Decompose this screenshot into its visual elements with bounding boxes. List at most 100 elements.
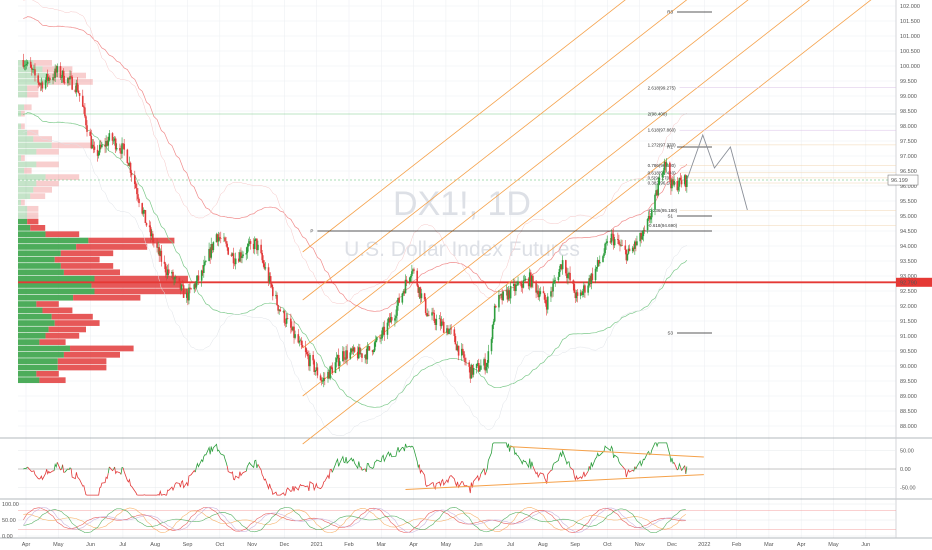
candle-body	[276, 294, 278, 306]
ref-price-tag[interactable]	[896, 277, 932, 287]
candle-body	[366, 346, 369, 360]
candle-body	[315, 367, 318, 371]
volume-bar-up	[18, 186, 34, 193]
candle-body	[584, 285, 586, 293]
osc1-line	[62, 464, 65, 473]
candle-body	[646, 218, 649, 231]
candle-body	[388, 318, 391, 323]
candle-body	[55, 68, 58, 73]
pitchfork-line[interactable]	[302, 0, 896, 445]
candle-body	[316, 367, 319, 376]
volume-bar-up	[18, 358, 58, 365]
candle-body	[500, 294, 502, 296]
projection-line[interactable]	[686, 133, 748, 211]
candle-body	[476, 363, 479, 364]
time-tick-label: Jun	[861, 542, 870, 548]
candle-body	[338, 361, 341, 366]
pitchfork-line[interactable]	[302, 0, 896, 301]
candle-body	[576, 292, 579, 296]
osc1-line	[681, 465, 686, 471]
candle-body	[247, 243, 250, 247]
volume-bar-down	[70, 345, 134, 352]
osc1-line	[27, 466, 55, 481]
candle-body	[527, 278, 530, 287]
candle-body	[531, 275, 533, 287]
osc2-tick-label: 0.00	[2, 534, 13, 540]
candle-body	[219, 238, 222, 239]
time-axis[interactable]: Apr May Jun Jul Aug Sep Oct Nov Dec 2021 Feb Mar Apr…	[22, 542, 871, 548]
candle-body	[605, 242, 607, 244]
price-tick-label: 90.000	[900, 364, 917, 370]
candle-body	[238, 258, 240, 262]
candle-body	[491, 324, 494, 340]
candle-body	[60, 77, 63, 79]
time-tick-label: Sep	[570, 542, 580, 548]
candle-body	[22, 60, 25, 67]
candle-body	[656, 190, 658, 196]
last-price-tag[interactable]	[887, 174, 919, 186]
candle-body	[432, 312, 434, 313]
volume-bar-up	[18, 377, 40, 384]
candle-body	[108, 133, 111, 141]
time-tick-label: Apr	[797, 542, 806, 548]
candle-body	[683, 175, 686, 185]
pitchfork-line[interactable]	[302, 0, 896, 253]
candle-body	[621, 245, 623, 246]
candle-body	[383, 326, 386, 335]
candle-body	[435, 319, 438, 325]
projection-path[interactable]	[686, 133, 748, 211]
candle-body	[224, 237, 226, 242]
candle-body	[568, 272, 570, 275]
candle-body	[613, 239, 616, 246]
candle-body	[538, 294, 541, 298]
candle-body	[91, 144, 94, 149]
volume-bar-down	[21, 199, 25, 206]
pitchfork[interactable]	[302, 0, 896, 445]
pitchfork-line[interactable]	[302, 0, 896, 397]
candle-body	[345, 350, 347, 360]
volume-bar-up	[18, 364, 58, 371]
candle-body	[463, 351, 465, 358]
volume-bar-down	[88, 237, 175, 244]
price-axis[interactable]: 102.000 101.500 101.000 100.500 100.000 99.50…	[2, 4, 932, 540]
candle-body	[641, 236, 644, 240]
time-tick-label: Feb	[344, 542, 353, 548]
candle-body	[390, 317, 393, 321]
candle-body	[93, 146, 96, 150]
candle-body	[559, 264, 562, 270]
candle-body	[71, 76, 73, 90]
pivot-levels[interactable]: R3 R1 P S1 S3	[310, 10, 712, 336]
candle-body	[507, 290, 510, 300]
candle-body	[240, 252, 242, 258]
candle-body	[470, 364, 473, 379]
candle-body	[167, 269, 170, 274]
pitchfork-line[interactable]	[302, 0, 896, 349]
candle-body	[121, 143, 123, 154]
volume-bar-up	[18, 244, 77, 250]
candle-body	[636, 241, 638, 246]
candle-body	[263, 263, 266, 269]
candle-body	[24, 65, 27, 66]
candle-body	[278, 309, 280, 311]
candle-body	[293, 326, 295, 338]
candle-body	[544, 299, 547, 304]
osc1-line	[23, 466, 28, 470]
osc1-tick-label: 50.00	[900, 448, 914, 454]
candle-body	[671, 179, 673, 189]
volume-bar-down	[51, 313, 93, 320]
candle-body	[410, 275, 412, 278]
osc1-line	[485, 442, 534, 472]
volume-bar-up	[18, 288, 95, 295]
candle-body	[624, 245, 627, 250]
volume-bar-down	[73, 294, 141, 301]
candle-body	[26, 61, 29, 64]
candle-body	[215, 234, 218, 243]
candle-body	[97, 152, 100, 156]
candle-body	[76, 82, 79, 91]
candle-body	[242, 254, 244, 257]
candle-body	[479, 369, 481, 372]
price-tick-label: 100.500	[900, 49, 920, 55]
volume-bar-down	[27, 205, 39, 212]
